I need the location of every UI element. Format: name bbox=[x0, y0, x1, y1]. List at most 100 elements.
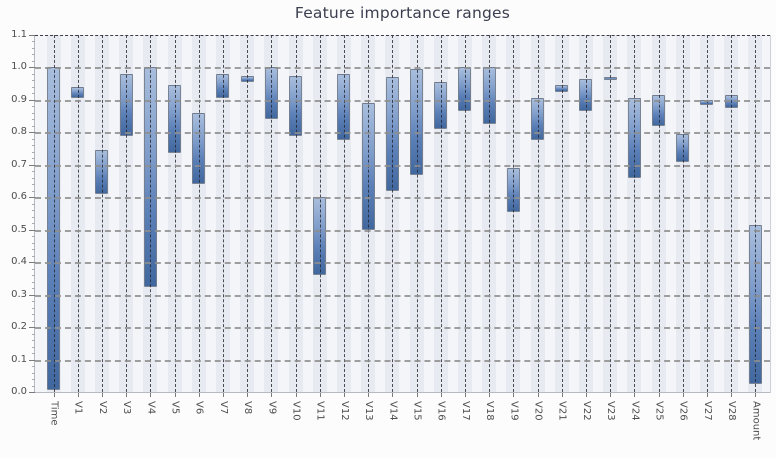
y-minor-tick-mark bbox=[32, 268, 35, 270]
x-tick-mark bbox=[731, 393, 733, 397]
x-tick-mark bbox=[295, 393, 297, 397]
horizontal-gridline bbox=[35, 132, 770, 135]
vertical-gridline bbox=[319, 35, 321, 392]
x-tick-mark bbox=[247, 393, 249, 397]
vertical-gridline bbox=[198, 35, 200, 392]
horizontal-gridline bbox=[35, 164, 770, 167]
x-tick-mark bbox=[610, 393, 612, 397]
y-tick-mark bbox=[29, 99, 35, 101]
vertical-gridline bbox=[634, 35, 636, 392]
y-minor-tick-mark bbox=[32, 184, 35, 186]
vertical-gridline bbox=[561, 35, 563, 392]
y-tick-mark bbox=[29, 229, 35, 231]
vertical-gridline bbox=[513, 35, 515, 392]
y-tick-label: 1.0 bbox=[11, 61, 27, 73]
y-tick-label: 0.4 bbox=[11, 256, 27, 268]
y-minor-tick-mark bbox=[32, 275, 35, 277]
x-tick-label: V3 bbox=[121, 401, 133, 415]
y-minor-tick-mark bbox=[32, 158, 35, 160]
x-tick-label: V15 bbox=[411, 401, 423, 421]
y-minor-tick-mark bbox=[32, 372, 35, 374]
vertical-gridline bbox=[150, 35, 152, 392]
y-minor-tick-mark bbox=[32, 177, 35, 179]
y-minor-tick-mark bbox=[32, 255, 35, 257]
y-tick-label: 0.3 bbox=[11, 288, 27, 300]
x-tick-label: V28 bbox=[726, 401, 738, 421]
x-tick-mark bbox=[150, 393, 152, 397]
y-minor-tick-mark bbox=[32, 138, 35, 140]
x-tick-mark bbox=[343, 393, 345, 397]
x-tick-label: V1 bbox=[72, 401, 84, 415]
x-tick-mark bbox=[537, 393, 539, 397]
y-minor-tick-mark bbox=[32, 353, 35, 355]
x-tick-label: V14 bbox=[387, 401, 399, 421]
x-tick-mark bbox=[319, 393, 321, 397]
vertical-gridline bbox=[464, 35, 466, 392]
y-minor-tick-mark bbox=[32, 73, 35, 75]
x-tick-mark bbox=[658, 393, 660, 397]
vertical-gridline bbox=[77, 35, 79, 392]
x-tick-label: Amount bbox=[750, 401, 762, 441]
y-minor-tick-mark bbox=[32, 93, 35, 95]
x-tick-label: V16 bbox=[435, 401, 447, 421]
y-tick-mark bbox=[29, 35, 35, 36]
y-minor-tick-mark bbox=[32, 346, 35, 348]
horizontal-gridline bbox=[35, 99, 770, 102]
x-tick-mark bbox=[440, 393, 442, 397]
vertical-gridline bbox=[682, 35, 684, 392]
y-minor-tick-mark bbox=[32, 151, 35, 153]
vertical-gridline bbox=[537, 35, 539, 392]
vertical-gridline bbox=[271, 35, 273, 392]
y-tick-label: 0.6 bbox=[11, 191, 27, 203]
x-tick-mark bbox=[392, 393, 394, 397]
vertical-gridline bbox=[368, 35, 370, 392]
y-minor-tick-mark bbox=[32, 281, 35, 283]
vertical-gridline bbox=[489, 35, 491, 392]
vertical-gridline bbox=[343, 35, 345, 392]
y-minor-tick-mark bbox=[32, 112, 35, 114]
vertical-gridline bbox=[755, 35, 757, 392]
y-minor-tick-mark bbox=[32, 307, 35, 309]
x-tick-mark bbox=[53, 393, 55, 397]
x-tick-mark bbox=[174, 393, 176, 397]
x-tick-mark bbox=[198, 393, 200, 397]
y-minor-tick-mark bbox=[32, 106, 35, 108]
x-tick-label: V10 bbox=[290, 401, 302, 421]
y-minor-tick-mark bbox=[32, 314, 35, 316]
x-tick-label: V17 bbox=[459, 401, 471, 421]
x-tick-label: V7 bbox=[217, 401, 229, 415]
x-tick-label: Time bbox=[48, 401, 60, 426]
horizontal-gridline bbox=[35, 35, 770, 36]
y-minor-tick-mark bbox=[32, 54, 35, 56]
x-tick-label: V20 bbox=[532, 401, 544, 421]
y-tick-label: 0.9 bbox=[11, 93, 27, 105]
vertical-gridline bbox=[416, 35, 418, 392]
horizontal-gridline bbox=[35, 67, 770, 70]
x-tick-mark bbox=[368, 393, 370, 397]
x-tick-mark bbox=[682, 393, 684, 397]
y-minor-tick-mark bbox=[32, 80, 35, 82]
y-minor-tick-mark bbox=[32, 249, 35, 251]
x-tick-label: V11 bbox=[314, 401, 326, 421]
x-tick-mark bbox=[222, 393, 224, 397]
vertical-gridline bbox=[101, 35, 103, 392]
right-spine bbox=[770, 35, 771, 393]
y-minor-tick-mark bbox=[32, 236, 35, 238]
x-tick-label: V6 bbox=[193, 401, 205, 415]
y-minor-tick-mark bbox=[32, 86, 35, 88]
y-minor-tick-mark bbox=[32, 366, 35, 368]
y-tick-label: 0.8 bbox=[11, 126, 27, 138]
chart-title: Feature importance ranges bbox=[294, 4, 511, 22]
vertical-gridline bbox=[392, 35, 394, 392]
y-minor-tick-mark bbox=[32, 190, 35, 192]
horizontal-gridline bbox=[35, 294, 770, 297]
y-minor-tick-mark bbox=[32, 125, 35, 127]
y-tick-mark bbox=[29, 327, 35, 329]
x-axis-spine bbox=[34, 392, 771, 393]
y-minor-tick-mark bbox=[32, 320, 35, 322]
y-minor-tick-mark bbox=[32, 41, 35, 43]
x-tick-label: V23 bbox=[605, 401, 617, 421]
x-tick-label: V22 bbox=[580, 401, 592, 421]
y-tick-mark bbox=[29, 392, 35, 393]
y-minor-tick-mark bbox=[32, 145, 35, 147]
